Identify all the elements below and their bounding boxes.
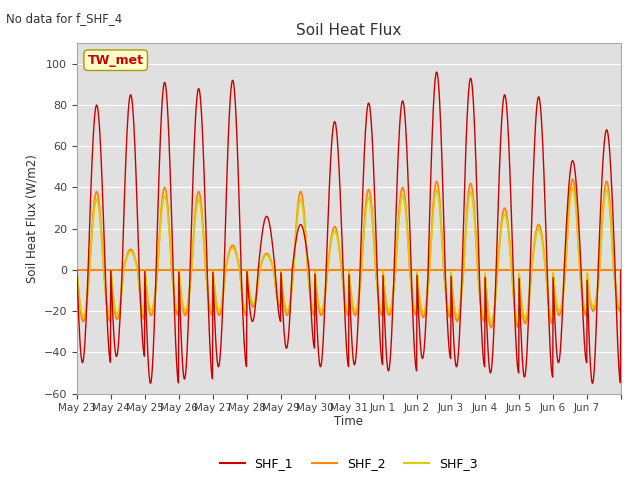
Legend: SHF_1, SHF_2, SHF_3: SHF_1, SHF_2, SHF_3 bbox=[214, 452, 483, 475]
Text: TW_met: TW_met bbox=[88, 54, 144, 67]
Text: No data for f_SHF_4: No data for f_SHF_4 bbox=[6, 12, 123, 25]
Y-axis label: Soil Heat Flux (W/m2): Soil Heat Flux (W/m2) bbox=[25, 154, 38, 283]
X-axis label: Time: Time bbox=[334, 415, 364, 428]
Title: Soil Heat Flux: Soil Heat Flux bbox=[296, 23, 401, 38]
